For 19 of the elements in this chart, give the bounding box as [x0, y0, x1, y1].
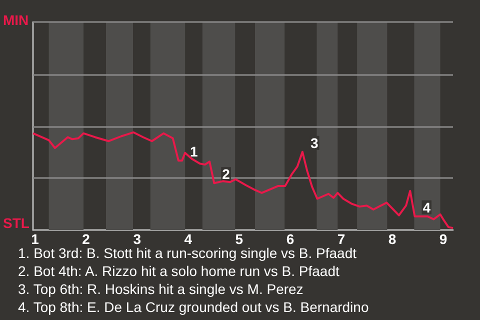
- x-tick-label: 5: [235, 231, 244, 247]
- x-tick-label: 3: [133, 231, 142, 247]
- text: STL: [3, 215, 30, 231]
- text: 4. Top 8th: E. De La Cruz grounded out vs B. Bernardino: [18, 299, 369, 315]
- x-tick-label: 6: [286, 231, 294, 247]
- text: 3. Top 6th: R. Hoskins hit a single vs M. Perez: [18, 281, 304, 297]
- annotation: 2: [222, 166, 230, 182]
- annotation: 3: [310, 134, 318, 151]
- annotation: 4: [422, 199, 431, 216]
- x-tick-label: 8: [388, 231, 396, 247]
- text: MIN: [3, 12, 29, 28]
- annotation: 1: [190, 144, 198, 160]
- x-tick-label: 4: [184, 231, 192, 247]
- x-tick-label: 9: [439, 231, 448, 247]
- x-tick-label: 1: [31, 231, 40, 247]
- x-tick-label: 7: [337, 231, 346, 247]
- text: 2. Bot 4th: A. Rizzo hit a solo home run vs B. Pfaadt: [18, 263, 340, 279]
- text: 1. Bot 3rd: B. Stott hit a run-scoring single vs B. Pfaadt: [18, 245, 357, 261]
- x-tick-label: 2: [82, 231, 90, 247]
